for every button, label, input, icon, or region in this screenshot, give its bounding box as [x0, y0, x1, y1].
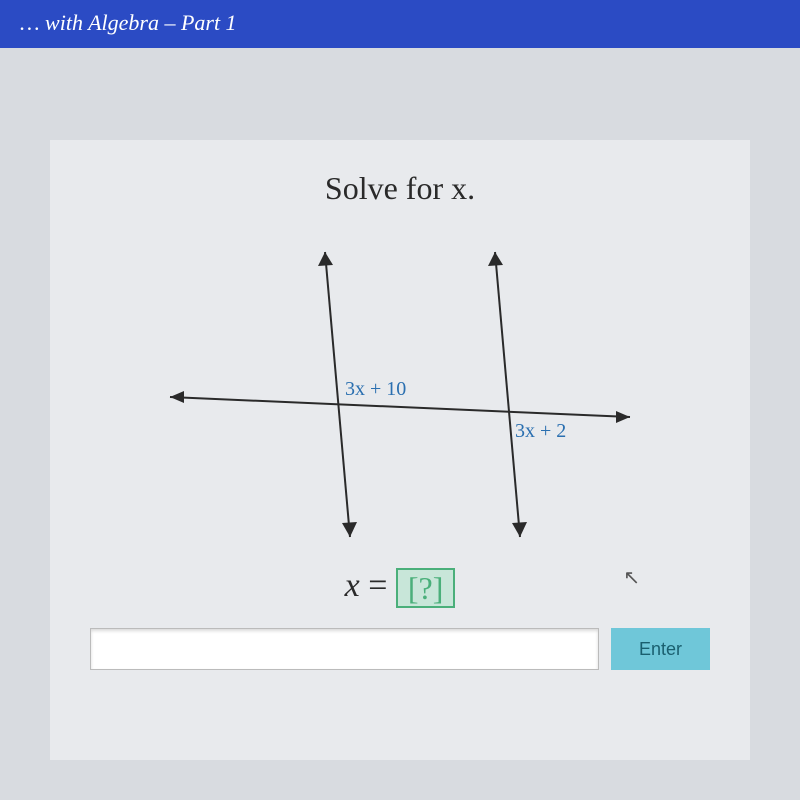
content-card: Solve for x. 3x + 10 3x + 2 x = [?] Ente…	[50, 140, 750, 760]
arrow-right-icon	[616, 411, 630, 423]
answer-variable: x	[345, 567, 360, 604]
transversal-line	[170, 397, 630, 417]
answer-equals: =	[360, 567, 396, 604]
answer-box: [?]	[396, 568, 456, 608]
parallel-line-right	[495, 252, 520, 537]
input-row: Enter	[90, 628, 710, 670]
arrow-left-icon	[170, 391, 184, 403]
header-title: … with Algebra – Part 1	[20, 10, 237, 35]
answer-input[interactable]	[90, 628, 599, 670]
expression-2: 3x + 2	[515, 420, 566, 442]
problem-title: Solve for x.	[50, 170, 750, 207]
geometry-diagram: 3x + 10 3x + 2	[150, 227, 650, 557]
header-bar: … with Algebra – Part 1	[0, 0, 800, 48]
arrow-up-right-icon	[488, 252, 503, 266]
arrow-down-right-icon	[512, 522, 527, 537]
arrow-up-left-icon	[318, 252, 333, 266]
answer-row: x = [?]	[50, 567, 750, 608]
answer-placeholder: ?	[419, 570, 433, 606]
expression-1: 3x + 10	[345, 378, 406, 400]
enter-button[interactable]: Enter	[611, 628, 710, 670]
arrow-down-left-icon	[342, 522, 357, 537]
